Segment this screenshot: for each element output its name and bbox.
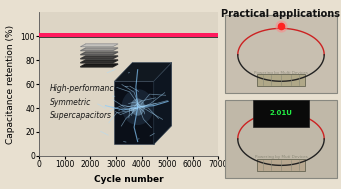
- Bar: [253, 100, 309, 127]
- Ellipse shape: [131, 98, 145, 116]
- Polygon shape: [115, 81, 154, 144]
- Polygon shape: [80, 48, 118, 51]
- Polygon shape: [80, 60, 118, 63]
- Text: Supercapacitors: Supercapacitors: [50, 111, 112, 120]
- FancyBboxPatch shape: [225, 100, 337, 178]
- Text: Powering by Muti Devices: Powering by Muti Devices: [255, 155, 307, 159]
- Y-axis label: Capacitance retention (%): Capacitance retention (%): [6, 25, 15, 144]
- Text: Symmetric: Symmetric: [50, 98, 91, 107]
- Polygon shape: [80, 56, 118, 59]
- Bar: [39, 33, 218, 37]
- Text: 2.01U: 2.01U: [269, 110, 293, 116]
- Polygon shape: [80, 44, 118, 47]
- Polygon shape: [80, 64, 118, 67]
- FancyBboxPatch shape: [225, 15, 337, 93]
- Ellipse shape: [122, 89, 154, 125]
- Polygon shape: [154, 63, 172, 144]
- X-axis label: Cycle number: Cycle number: [94, 175, 164, 184]
- Bar: [257, 159, 305, 171]
- Text: High-performance: High-performance: [50, 84, 119, 93]
- Bar: [257, 74, 305, 86]
- Polygon shape: [80, 52, 118, 55]
- Text: Practical applications: Practical applications: [222, 9, 340, 19]
- Text: Powering by Multi Devices: Powering by Multi Devices: [254, 71, 308, 75]
- Polygon shape: [115, 63, 172, 81]
